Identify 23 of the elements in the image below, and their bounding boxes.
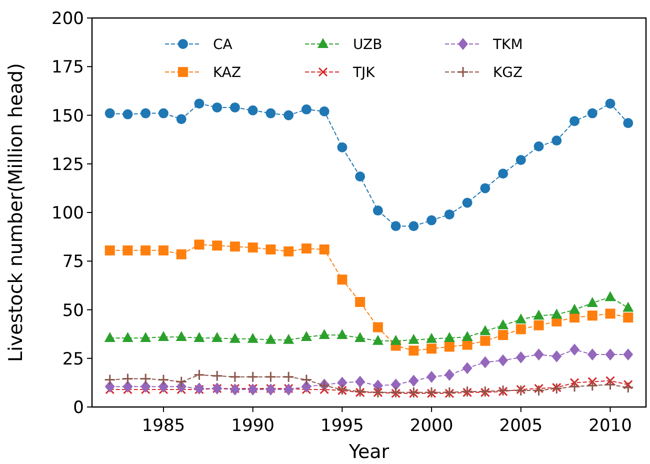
x-tick-label: 1995 (320, 416, 364, 436)
y-tick-label: 150 (52, 106, 84, 126)
y-tick-label: 175 (52, 58, 84, 78)
y-tick-label: 50 (62, 300, 84, 321)
legend-label: KGZ (493, 65, 523, 81)
legend-label: UZB (353, 37, 382, 53)
legend-label: TKM (492, 37, 523, 53)
y-tick-label: 25 (62, 349, 84, 370)
x-tick-label: 2000 (410, 416, 454, 436)
legend-label: TJK (352, 65, 376, 81)
y-tick-label: 100 (52, 204, 84, 224)
y-tick-label: 75 (62, 252, 84, 272)
y-tick-label: 0 (73, 398, 84, 418)
y-tick-label: 200 (52, 9, 84, 29)
x-axis-title: Year (348, 441, 390, 463)
x-tick-label: 2005 (499, 416, 543, 436)
x-tick-label: 1990 (231, 416, 274, 436)
legend-label: CA (213, 37, 233, 53)
x-tick-label: 1985 (142, 416, 186, 436)
legend-label: KAZ (213, 65, 242, 81)
y-axis-title: Livestock number(Million head) (5, 63, 27, 362)
x-tick-label: 2010 (588, 416, 632, 436)
y-tick-label: 125 (52, 154, 84, 175)
